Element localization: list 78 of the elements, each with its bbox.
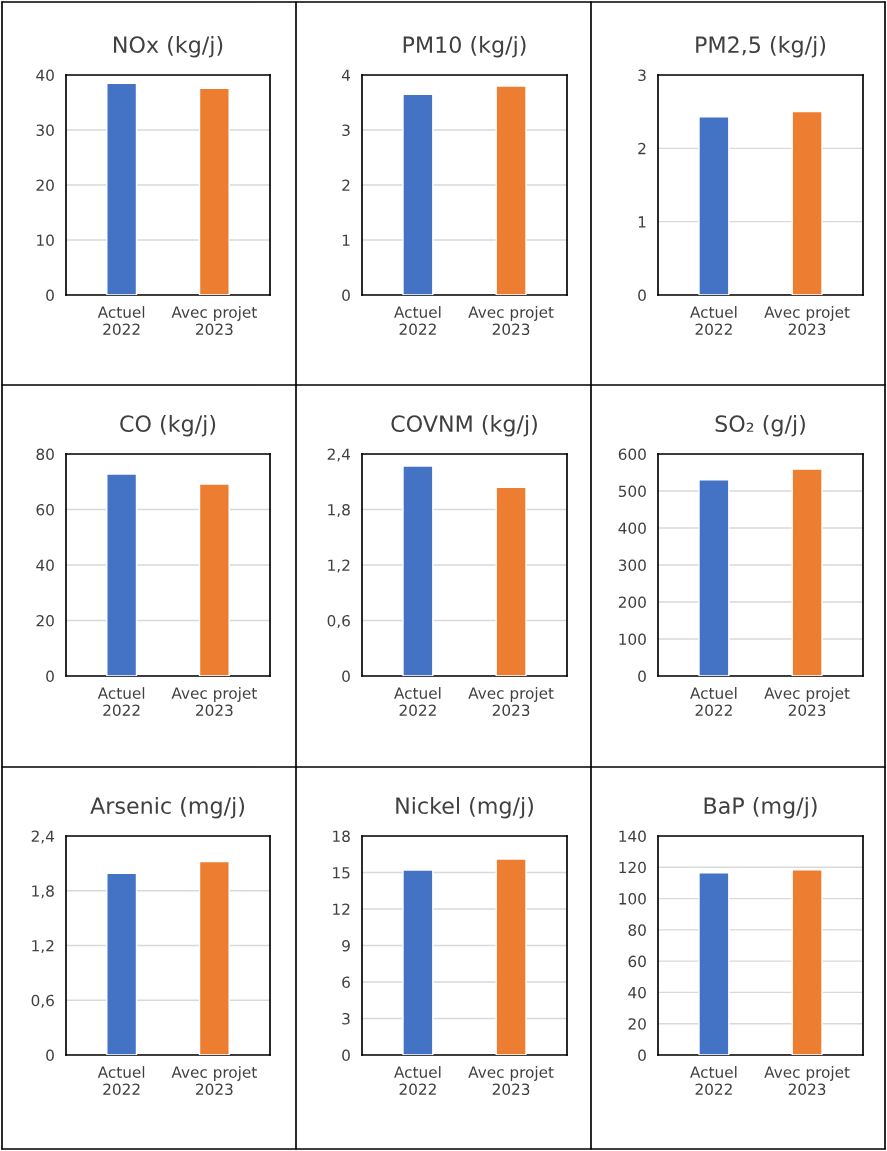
x-tick-label: Actuel 2022 <box>97 687 145 717</box>
y-tick-label: 1,8 <box>32 885 54 899</box>
y-tick-label: 120 <box>619 861 646 874</box>
y-tick-label: 140 <box>619 830 646 843</box>
x-tick-label: Actuel 2022 <box>690 687 737 717</box>
y-tick-label: 6 <box>342 976 350 989</box>
y-tick-label: 0 <box>342 289 350 302</box>
x-tick-label: Avec projet 2023 <box>764 306 850 336</box>
y-tick-label: 400 <box>618 522 646 535</box>
y-tick-label: 500 <box>618 485 646 498</box>
x-tick-label: Avec projet 2023 <box>764 1066 850 1096</box>
chart-title: Nickel (mg/j) <box>396 796 533 819</box>
y-tick-label: 80 <box>628 924 646 936</box>
y-tick-label: 20 <box>36 614 54 627</box>
y-tick-label: 2,4 <box>327 448 351 462</box>
chart-title: PM2,5 (kg/j) <box>696 35 826 58</box>
y-tick-label: 40 <box>628 986 646 999</box>
y-tick-label: 18 <box>333 830 350 843</box>
y-tick-label: 0 <box>342 670 350 683</box>
y-tick-label: 4 <box>341 69 351 81</box>
y-tick-label: 0 <box>638 289 646 302</box>
y-tick-label: 3 <box>342 1012 350 1025</box>
chart-title: COVNM (kg/j) <box>391 414 537 437</box>
y-tick-label: 600 <box>618 448 646 461</box>
x-tick-label: Actuel 2022 <box>690 306 737 336</box>
y-tick-label: 100 <box>619 633 646 646</box>
chart-title: CO (kg/j) <box>120 414 216 437</box>
y-tick-label: 300 <box>618 559 646 572</box>
y-tick-label: 20 <box>36 179 54 192</box>
x-tick-label: Actuel 2022 <box>394 687 441 717</box>
y-tick-label: 1,8 <box>328 503 350 518</box>
x-tick-label: Avec projet 2023 <box>468 687 554 717</box>
y-tick-label: 0 <box>46 1049 54 1062</box>
chart-title: PM10 (kg/j) <box>403 35 526 58</box>
y-tick-label: 30 <box>36 124 54 137</box>
y-tick-label: 0 <box>46 670 54 683</box>
x-tick-label: Avec projet 2023 <box>468 306 554 336</box>
x-tick-label: Actuel 2022 <box>97 1066 145 1096</box>
y-tick-label: 3 <box>342 124 350 137</box>
x-tick-label: Actuel 2022 <box>394 306 441 336</box>
y-tick-label: 100 <box>619 893 646 905</box>
chart-title: BaP (mg/j) <box>704 796 817 819</box>
y-tick-label: 20 <box>628 1018 646 1030</box>
y-tick-label: 15 <box>333 867 350 879</box>
y-tick-label: 60 <box>36 503 54 516</box>
x-tick-label: Actuel 2022 <box>394 1066 441 1096</box>
y-tick-label: 1,2 <box>32 939 54 954</box>
y-tick-label: 3 <box>638 69 646 82</box>
x-tick-label: Avec projet 2023 <box>468 1066 554 1096</box>
y-tick-label: 200 <box>618 596 646 609</box>
x-tick-label: Avec projet 2023 <box>171 306 257 336</box>
y-tick-label: 0 <box>46 289 54 302</box>
y-tick-label: 10 <box>37 234 54 247</box>
chart-title: SO₂ (g/j) <box>715 414 805 437</box>
chart-title: Arsenic (mg/j) <box>90 796 245 819</box>
x-tick-label: Avec projet 2023 <box>171 1066 257 1096</box>
y-tick-label: 0 <box>342 1049 350 1062</box>
y-tick-label: 80 <box>36 448 54 461</box>
x-tick-label: Avec projet 2023 <box>171 687 257 717</box>
y-tick-label: 12 <box>333 903 350 915</box>
y-tick-label: 1,2 <box>328 559 350 573</box>
y-tick-label: 2,4 <box>31 830 55 844</box>
y-tick-label: 0 <box>638 1049 646 1062</box>
x-tick-label: Actuel 2022 <box>690 1066 737 1096</box>
y-tick-label: 40 <box>36 559 54 572</box>
y-tick-label: 1 <box>342 234 350 246</box>
y-tick-label: 9 <box>342 939 350 952</box>
y-tick-label: 40 <box>36 69 54 82</box>
y-tick-label: 1 <box>638 216 646 228</box>
y-tick-label: 2 <box>342 179 350 191</box>
y-tick-label: 0,6 <box>327 614 350 629</box>
x-tick-label: Avec projet 2023 <box>764 687 850 717</box>
y-tick-label: 2 <box>638 142 646 155</box>
y-tick-label: 0 <box>638 670 646 683</box>
y-tick-label: 60 <box>628 955 646 968</box>
chart-title: NOx (kg/j) <box>114 35 223 58</box>
y-tick-label: 0,6 <box>31 994 54 1008</box>
x-tick-label: Actuel 2022 <box>97 306 145 336</box>
